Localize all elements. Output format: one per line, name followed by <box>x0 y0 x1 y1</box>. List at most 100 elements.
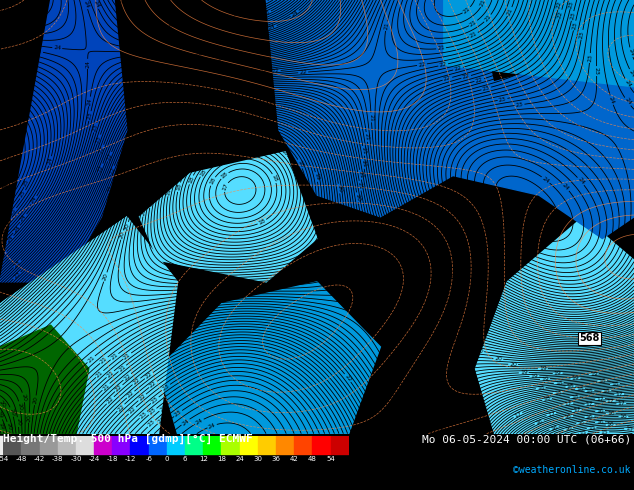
Text: 25: 25 <box>18 190 27 199</box>
Text: 21: 21 <box>358 171 364 179</box>
Polygon shape <box>444 0 634 87</box>
Text: 22: 22 <box>299 70 307 75</box>
Text: -54: -54 <box>0 456 9 462</box>
Text: 20: 20 <box>354 193 361 201</box>
Text: 23: 23 <box>139 410 148 419</box>
Text: 26: 26 <box>191 5 200 11</box>
Text: 17: 17 <box>585 401 593 407</box>
Text: 48: 48 <box>308 456 317 462</box>
Text: 24: 24 <box>235 27 244 34</box>
Text: 19: 19 <box>530 373 538 379</box>
Text: 21: 21 <box>118 364 127 373</box>
Text: 22: 22 <box>463 274 473 283</box>
Text: 16: 16 <box>607 422 614 427</box>
Text: 18: 18 <box>188 175 195 184</box>
Bar <box>39 436 58 454</box>
Text: 22: 22 <box>474 296 483 304</box>
Text: -18: -18 <box>107 456 118 462</box>
Text: 23: 23 <box>10 27 18 34</box>
Text: 23: 23 <box>161 383 171 392</box>
Text: 24: 24 <box>82 0 90 9</box>
Text: 21: 21 <box>110 352 119 361</box>
Text: 19: 19 <box>541 376 549 382</box>
Text: 21: 21 <box>107 184 115 193</box>
Text: 16: 16 <box>607 411 614 416</box>
Text: 18: 18 <box>257 218 267 226</box>
Text: 21: 21 <box>483 14 492 23</box>
Text: 24: 24 <box>178 44 186 49</box>
Text: 24: 24 <box>6 235 15 244</box>
Text: 18: 18 <box>176 183 183 192</box>
Text: 15: 15 <box>625 426 633 432</box>
Text: 24: 24 <box>628 48 634 57</box>
Text: 24: 24 <box>223 37 231 43</box>
Text: 22: 22 <box>418 62 426 68</box>
Text: 24: 24 <box>93 0 100 9</box>
Bar <box>167 436 185 454</box>
Bar <box>22 436 39 454</box>
Bar <box>58 436 76 454</box>
Text: 21: 21 <box>117 185 125 195</box>
Text: 20: 20 <box>385 367 393 376</box>
Text: 36: 36 <box>271 456 280 462</box>
Text: 17: 17 <box>607 398 615 404</box>
Text: 24: 24 <box>576 176 585 186</box>
Text: 23: 23 <box>515 102 524 108</box>
Text: 23: 23 <box>174 409 183 418</box>
Bar <box>94 436 112 454</box>
Text: 22: 22 <box>443 75 452 82</box>
Text: 24: 24 <box>561 182 570 192</box>
Text: 22: 22 <box>439 62 448 68</box>
Bar <box>185 436 204 454</box>
Text: 24: 24 <box>7 54 16 62</box>
Text: 20: 20 <box>422 405 427 413</box>
Text: 19: 19 <box>175 168 183 177</box>
Text: 18: 18 <box>271 174 278 183</box>
Text: 23: 23 <box>147 419 156 428</box>
Text: 26: 26 <box>245 2 255 10</box>
Text: 24: 24 <box>197 34 205 39</box>
Text: 25: 25 <box>22 178 30 187</box>
Text: 24: 24 <box>515 216 524 224</box>
Bar <box>76 436 94 454</box>
Text: 22: 22 <box>144 371 153 380</box>
Text: 16: 16 <box>550 424 559 432</box>
Text: -12: -12 <box>125 456 136 462</box>
Text: 21: 21 <box>122 352 132 360</box>
Text: 24: 24 <box>19 213 28 223</box>
Text: 18: 18 <box>555 380 563 386</box>
Text: 20: 20 <box>494 356 502 362</box>
Text: 21: 21 <box>383 22 389 30</box>
Text: Mo 06-05-2024 00:00 UTC (06+66): Mo 06-05-2024 00:00 UTC (06+66) <box>422 434 631 444</box>
Text: 24: 24 <box>17 53 26 60</box>
Text: 26: 26 <box>2 145 8 154</box>
Text: 20: 20 <box>119 198 126 208</box>
Text: 24: 24 <box>46 156 54 166</box>
Text: 23: 23 <box>148 407 157 416</box>
Bar <box>294 436 313 454</box>
Text: 16: 16 <box>564 414 573 420</box>
Text: 22: 22 <box>6 283 15 292</box>
Text: 24: 24 <box>181 417 190 426</box>
Text: 23: 23 <box>158 403 168 413</box>
Text: 26: 26 <box>5 167 12 175</box>
Text: 22: 22 <box>224 64 233 70</box>
Text: 25: 25 <box>0 194 6 203</box>
Text: 22: 22 <box>108 166 116 175</box>
Text: 23: 23 <box>579 30 585 39</box>
Text: 18: 18 <box>195 157 204 166</box>
Text: 21: 21 <box>106 369 115 379</box>
Text: -42: -42 <box>34 456 45 462</box>
Text: 24: 24 <box>623 78 632 88</box>
Text: 24: 24 <box>12 224 21 234</box>
Text: 20: 20 <box>32 396 39 405</box>
Text: 24: 24 <box>541 175 550 184</box>
Text: 22: 22 <box>462 74 470 80</box>
Text: 18: 18 <box>576 386 584 392</box>
Text: 24: 24 <box>235 456 244 462</box>
Text: 20: 20 <box>396 381 403 391</box>
Text: 18: 18 <box>543 396 552 402</box>
Text: 20: 20 <box>15 418 21 426</box>
Bar <box>221 436 240 454</box>
Text: 26: 26 <box>223 0 231 5</box>
